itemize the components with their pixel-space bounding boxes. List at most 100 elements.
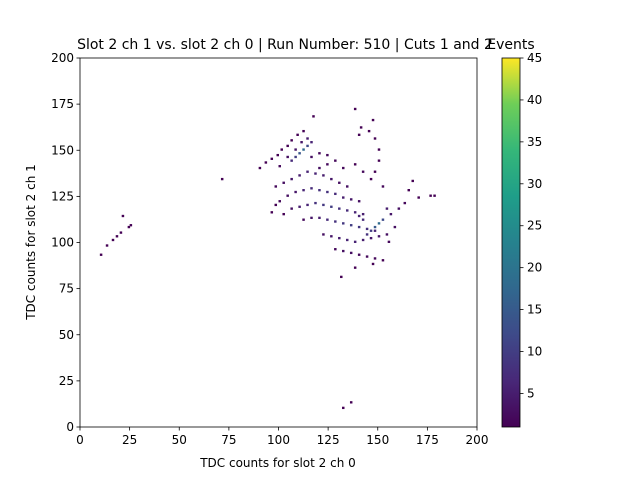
colorbar-tick-label: 35 xyxy=(527,135,542,149)
colorbar: 5 10 15 20 25 30 35 40 45 Events xyxy=(487,37,542,428)
heatmap-cell xyxy=(411,179,414,183)
heatmap-cell xyxy=(220,177,224,181)
heatmap-cell xyxy=(342,406,345,410)
colorbar-tick-label: 20 xyxy=(527,261,542,275)
heatmap-cell xyxy=(278,200,281,203)
colorbar-tick-label: 40 xyxy=(527,93,542,107)
heatmap-cell xyxy=(377,148,381,151)
heatmap-cell xyxy=(312,115,315,118)
colorbar-tick-label: 25 xyxy=(527,219,542,233)
heatmap-cell xyxy=(322,233,325,236)
heatmap-cell xyxy=(345,185,349,188)
heatmap-cell xyxy=(403,201,407,205)
heatmap-cell xyxy=(310,141,313,144)
heatmap-cell xyxy=(105,244,109,247)
colorbar-tick-label: 30 xyxy=(527,177,542,191)
colorbar-label: Events xyxy=(487,37,534,53)
heatmap-cell xyxy=(286,144,289,148)
x-tick-label: 100 xyxy=(267,433,290,447)
heatmap-cell xyxy=(353,107,357,111)
x-tick-label: 0 xyxy=(76,433,84,447)
heatmap-cell xyxy=(371,118,375,122)
heatmap-cell xyxy=(282,212,285,216)
heatmap-cell xyxy=(282,181,285,184)
heatmap-cell xyxy=(334,220,337,223)
heatmap-cell xyxy=(270,157,274,160)
colorbar-gradient xyxy=(501,57,521,428)
heatmap-cell xyxy=(349,251,353,255)
heatmap-cell xyxy=(349,198,353,201)
heatmap-cell xyxy=(264,161,268,164)
heatmap-cell xyxy=(302,148,305,151)
heatmap-cell xyxy=(373,137,377,140)
heatmap-cell xyxy=(330,177,333,181)
heatmap-cell xyxy=(99,253,103,256)
heatmap-cell xyxy=(353,163,357,166)
heatmap-cell xyxy=(326,153,329,157)
colorbar-tick-label: 15 xyxy=(527,303,542,317)
y-tick-label: 175 xyxy=(51,97,74,111)
heatmap-cell xyxy=(381,259,385,262)
heatmap-cell xyxy=(294,148,297,151)
y-tick-label: 100 xyxy=(51,236,74,250)
heatmap-cell xyxy=(318,189,321,192)
heatmap-cell xyxy=(286,194,289,197)
heatmap-cell xyxy=(330,235,333,238)
heatmap-cell xyxy=(357,200,361,203)
heatmap-cell xyxy=(417,196,420,199)
heatmap-cell xyxy=(326,163,329,166)
heatmap-cell xyxy=(365,227,369,231)
heatmap-cell xyxy=(365,255,369,258)
heatmap-cell xyxy=(361,212,365,216)
y-tick-label: 75 xyxy=(59,282,74,296)
x-tick-label: 50 xyxy=(172,433,187,447)
heatmap-cell xyxy=(306,137,309,140)
heatmap-cell xyxy=(381,185,385,188)
heatmap-cell xyxy=(322,203,325,207)
heatmap-cell xyxy=(361,170,365,173)
heatmap-cell xyxy=(286,155,289,159)
heatmap-cell xyxy=(357,253,361,256)
y-tick-label: 0 xyxy=(66,420,74,434)
heatmap-cell xyxy=(389,212,393,216)
heatmap-cell xyxy=(290,177,293,181)
colorbar-tick-label: 10 xyxy=(527,345,542,359)
heatmap-cell xyxy=(294,155,297,159)
heatmap-cell xyxy=(338,207,341,210)
heatmap-cell xyxy=(342,196,345,199)
heatmap-cell xyxy=(306,170,309,173)
heatmap-cell xyxy=(334,159,337,162)
heatmap-cell xyxy=(407,189,411,192)
heatmap-cell xyxy=(353,240,357,243)
heatmap-cell xyxy=(318,166,321,170)
heatmap-cell xyxy=(326,190,329,194)
heatmap-cell xyxy=(385,207,389,210)
heatmap-cell xyxy=(433,194,436,197)
heatmap-cell xyxy=(310,187,313,190)
heatmap-cell xyxy=(310,155,313,159)
heatmap-cell xyxy=(310,216,313,220)
plot-background xyxy=(80,58,477,427)
heatmap-cell xyxy=(345,238,349,242)
heatmap-cell xyxy=(377,222,381,225)
heatmap-cell xyxy=(298,152,301,155)
heatmap-cell xyxy=(121,214,125,218)
heatmap-cell xyxy=(270,211,274,214)
heatmap-cell xyxy=(314,201,317,205)
heatmap-cell xyxy=(318,216,321,220)
heatmap-cell xyxy=(357,225,361,229)
heatmap-cell xyxy=(349,401,353,404)
heatmap-cell xyxy=(298,205,301,208)
y-tick-label: 25 xyxy=(59,374,74,388)
heatmap-cell xyxy=(353,211,357,214)
heatmap-cell xyxy=(377,159,381,162)
heatmap-cell xyxy=(326,218,329,221)
heatmap-cell xyxy=(373,225,377,229)
heatmap-cell xyxy=(369,177,373,181)
heatmap-cell xyxy=(385,233,389,236)
heatmap-cell xyxy=(258,166,262,170)
heatmap-cell xyxy=(397,207,401,210)
x-tick-label: 25 xyxy=(122,433,137,447)
heatmap-cell xyxy=(334,248,337,251)
